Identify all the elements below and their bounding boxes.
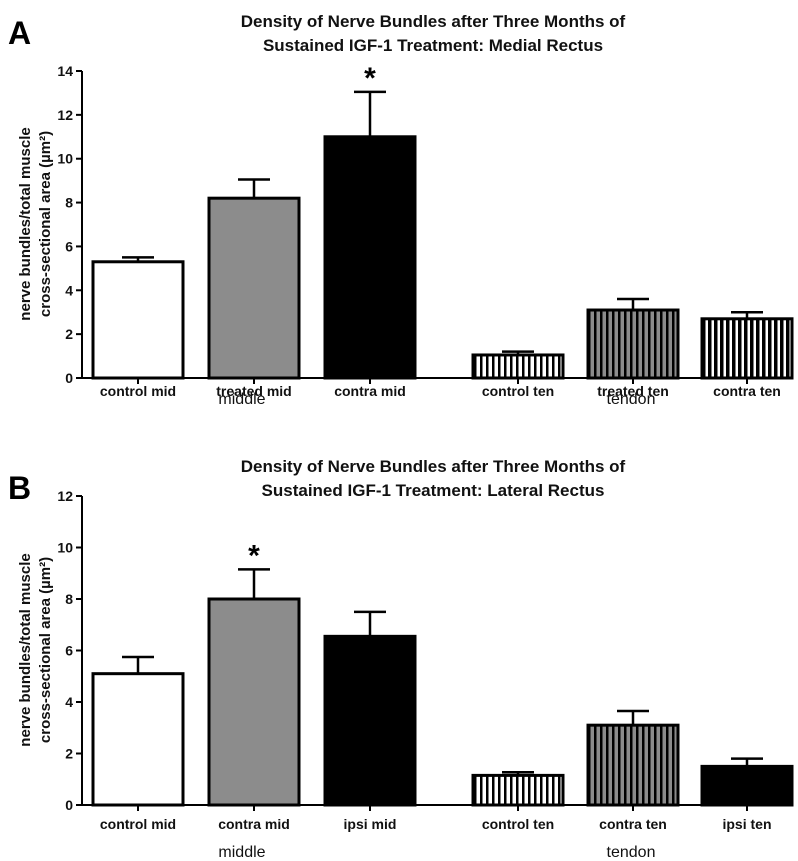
bar [700,764,794,807]
bar [207,597,301,807]
bar [586,308,680,380]
y-tick-label: 8 [65,195,73,211]
y-tick-label: 6 [65,238,73,254]
x-tick-label: ipsi ten [722,816,771,832]
y-tick-label: 10 [57,540,73,556]
x-tick-label: contra ten [713,383,781,399]
x-tick-label: control mid [100,816,176,832]
y-axis-label-line-2: cross-sectional area (µm²) [37,557,54,743]
y-tick-label: 4 [65,282,73,298]
x-tick-label: contra ten [599,816,667,832]
bar [586,723,680,807]
bar [91,672,185,807]
bar [207,196,301,380]
group-label-middle: middle [218,844,265,861]
y-tick-label: 12 [57,488,73,504]
y-tick-label: 2 [65,326,73,342]
significance-marker: * [364,62,376,95]
significance-marker: * [248,539,260,572]
x-tick-label: contra mid [334,383,406,399]
y-axis-label-line-2: cross-sectional area (µm²) [37,131,54,317]
y-axis-label-line-1: nerve bundles/total muscle [17,127,34,320]
group-label-tendon: tendon [607,844,656,861]
x-tick-label: control mid [100,383,176,399]
group-label-middle: middle [218,391,265,408]
bar [471,353,565,380]
bar [91,260,185,380]
bar [323,135,417,380]
y-tick-label: 6 [65,643,73,659]
y-tick-label: 12 [57,107,73,123]
chart-title-line-2: Sustained IGF-1 Treatment: Lateral Rectu… [262,481,605,500]
y-tick-label: 4 [65,694,73,710]
x-tick-label: contra mid [218,816,290,832]
chart-title-line-1: Density of Nerve Bundles after Three Mon… [241,12,626,31]
x-tick-label: treated ten [597,383,669,399]
panel-b: B Density of Nerve Bundles after Three M… [8,457,794,861]
group-label-tendon: tendon [607,391,656,408]
x-tick-label: control ten [482,816,554,832]
chart-title-line-2: Sustained IGF-1 Treatment: Medial Rectus [263,36,603,55]
y-tick-label: 8 [65,591,73,607]
panel-label: A [8,15,31,51]
x-tick-label: ipsi mid [344,816,397,832]
panel-a: A Density of Nerve Bundles after Three M… [8,12,794,408]
chart-title-line-1: Density of Nerve Bundles after Three Mon… [241,457,626,476]
x-tick-label: control ten [482,383,554,399]
x-tick-label: treated mid [216,383,291,399]
y-tick-label: 0 [65,797,73,813]
bar [323,634,417,807]
y-tick-label: 10 [57,151,73,167]
y-tick-label: 0 [65,370,73,386]
y-axis-label-line-1: nerve bundles/total muscle [17,553,34,746]
y-tick-label: 14 [57,63,73,79]
bar [471,773,565,807]
y-tick-label: 2 [65,746,73,762]
panel-label: B [8,470,31,506]
bar [700,317,794,380]
